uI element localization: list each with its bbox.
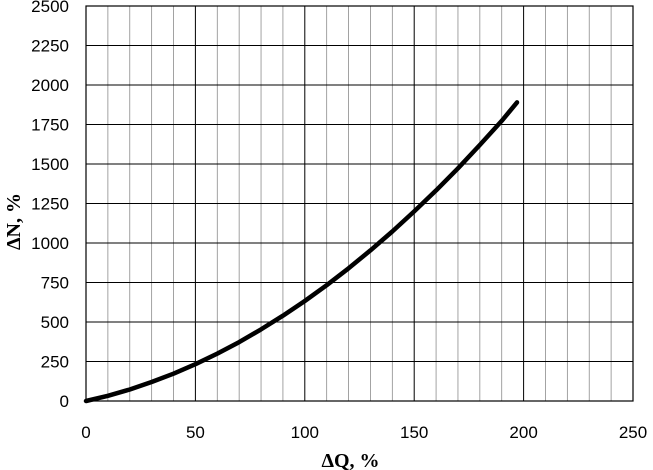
y-tick-label: 500 [41,313,69,332]
y-tick-label: 750 [41,274,69,293]
gridlines [86,6,633,401]
y-tick-label: 1750 [31,116,69,135]
x-axis-title: ΔQ, % [321,450,379,470]
series-line-0 [83,100,520,404]
y-tick-label: 1250 [31,195,69,214]
plot-frame-rect [85,5,634,402]
y-axis-title: ΔN, % [3,193,25,250]
plot-area-frame [85,5,634,402]
x-tick-label: 0 [81,423,90,442]
x-axis-tick-labels: 0 50 100 150 200 250 [81,423,647,442]
series-group [83,100,520,404]
x-tick-label: 250 [619,423,647,442]
y-axis-tick-labels: 0 250 500 750 1000 1250 1500 1750 2000 2250 2500 [31,0,69,411]
y-tick-label: 1500 [31,155,69,174]
x-tick-label: 150 [400,423,428,442]
y-tick-label: 250 [41,353,69,372]
y-tick-label: 1000 [31,234,69,253]
x-tick-label: 200 [509,423,537,442]
x-tick-label: 50 [186,423,205,442]
x-tick-label: 100 [291,423,319,442]
y-tick-label: 2250 [31,37,69,56]
y-tick-label: 2000 [31,76,69,95]
y-tick-label: 2500 [31,0,69,16]
y-tick-label: 0 [60,392,69,411]
